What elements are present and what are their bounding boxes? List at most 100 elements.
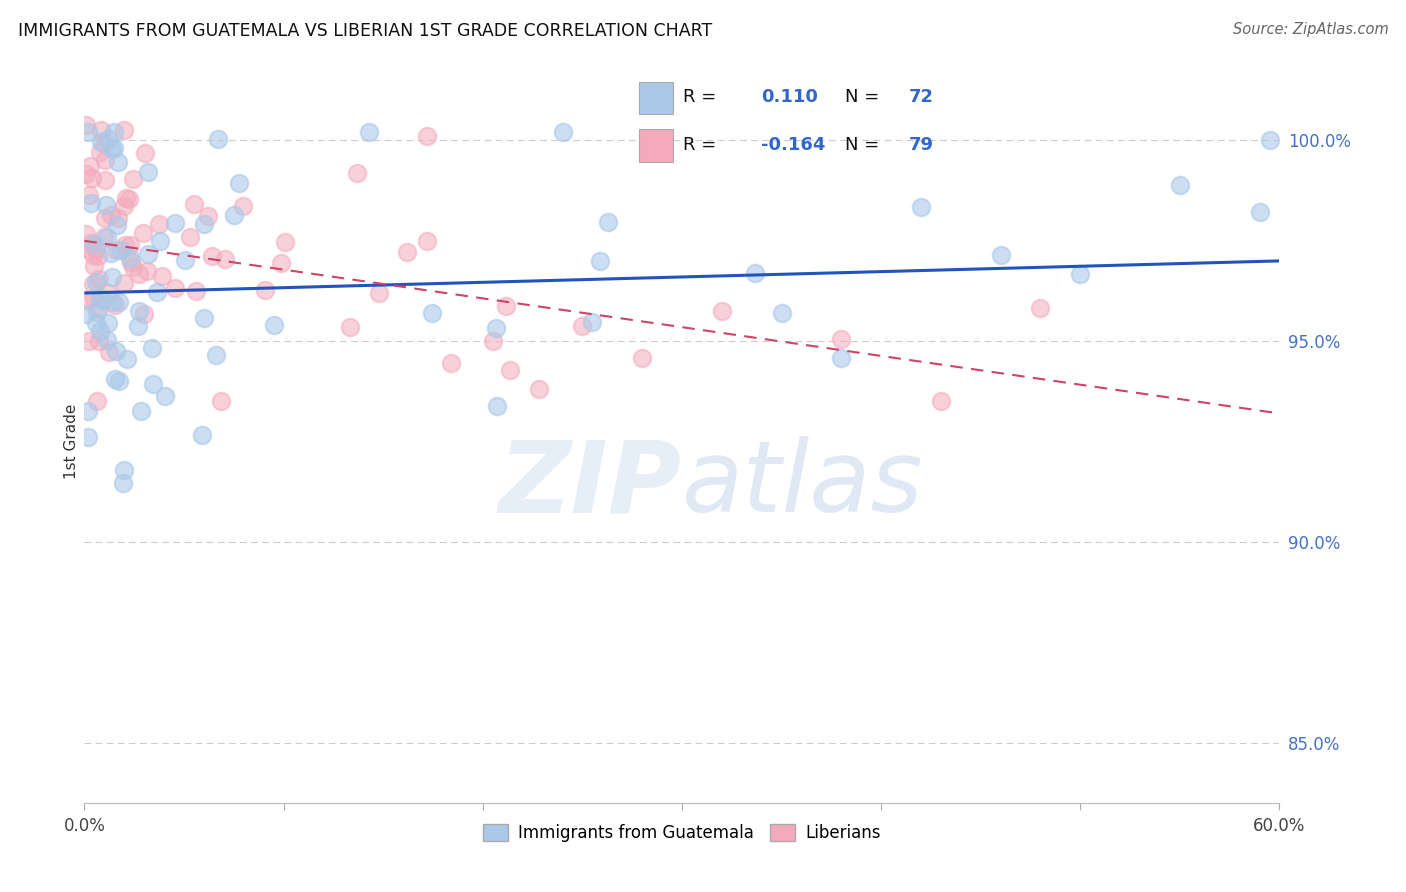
Text: 0.110: 0.110 bbox=[761, 88, 817, 106]
Point bbox=[76, 293, 98, 308]
Point bbox=[163, 281, 186, 295]
Point bbox=[90, 123, 112, 137]
Point bbox=[193, 311, 215, 326]
Point bbox=[75, 227, 97, 242]
Point bbox=[77, 125, 100, 139]
Point bbox=[94, 173, 117, 187]
Point bbox=[134, 308, 156, 322]
Text: R =: R = bbox=[683, 136, 716, 154]
Point bbox=[96, 230, 118, 244]
Point bbox=[112, 463, 135, 477]
Text: N =: N = bbox=[845, 88, 879, 106]
Point bbox=[120, 237, 142, 252]
Point bbox=[527, 382, 550, 396]
Point bbox=[100, 246, 122, 260]
Point bbox=[87, 249, 110, 263]
Point bbox=[76, 242, 98, 256]
Point bbox=[100, 207, 122, 221]
Point bbox=[499, 363, 522, 377]
Point bbox=[94, 198, 117, 212]
Point bbox=[830, 332, 852, 346]
Point bbox=[128, 267, 150, 281]
Point bbox=[204, 347, 226, 361]
Point bbox=[96, 333, 118, 347]
Point bbox=[83, 259, 105, 273]
Point bbox=[1258, 133, 1281, 147]
Point bbox=[91, 293, 114, 307]
Point bbox=[84, 242, 107, 256]
Point bbox=[112, 276, 135, 290]
Point bbox=[138, 164, 160, 178]
Point bbox=[86, 394, 108, 409]
Point bbox=[416, 128, 439, 143]
Point bbox=[485, 321, 508, 335]
Point bbox=[149, 234, 172, 248]
Point bbox=[89, 291, 111, 305]
Point bbox=[148, 217, 170, 231]
Point bbox=[207, 131, 229, 145]
Point bbox=[83, 291, 105, 305]
Point bbox=[589, 253, 612, 268]
Point bbox=[416, 234, 439, 248]
Point bbox=[179, 229, 201, 244]
Point bbox=[120, 252, 142, 266]
Point bbox=[134, 146, 156, 161]
Point bbox=[89, 301, 111, 315]
Point bbox=[186, 284, 208, 298]
Point bbox=[80, 196, 103, 211]
Bar bbox=[640, 81, 673, 114]
Point bbox=[367, 286, 389, 301]
Legend: Immigrants from Guatemala, Liberians: Immigrants from Guatemala, Liberians bbox=[477, 817, 887, 848]
Point bbox=[228, 176, 250, 190]
Point bbox=[100, 142, 122, 156]
Y-axis label: 1st Grade: 1st Grade bbox=[63, 404, 79, 479]
Point bbox=[118, 192, 141, 206]
Point bbox=[103, 141, 125, 155]
Point bbox=[481, 334, 503, 348]
Point bbox=[209, 394, 232, 409]
Point bbox=[104, 344, 127, 359]
Point bbox=[80, 171, 103, 186]
Point bbox=[108, 375, 131, 389]
Point bbox=[114, 191, 136, 205]
Point bbox=[214, 252, 236, 266]
Point bbox=[75, 307, 97, 321]
Point bbox=[104, 372, 127, 386]
Point bbox=[183, 196, 205, 211]
Point bbox=[929, 394, 952, 409]
Point bbox=[101, 269, 124, 284]
Point bbox=[197, 209, 219, 223]
Point bbox=[136, 264, 159, 278]
Point bbox=[1168, 178, 1191, 193]
Point bbox=[129, 404, 152, 418]
Point bbox=[80, 235, 103, 250]
Point bbox=[142, 376, 165, 391]
Point bbox=[1249, 205, 1271, 219]
Point bbox=[84, 316, 107, 330]
Point bbox=[79, 334, 101, 348]
Point bbox=[82, 277, 104, 292]
Point bbox=[86, 305, 108, 319]
Point bbox=[93, 153, 115, 168]
Text: 79: 79 bbox=[910, 136, 934, 154]
Point bbox=[274, 235, 297, 249]
Point bbox=[115, 352, 138, 367]
Point bbox=[191, 427, 214, 442]
Point bbox=[346, 165, 368, 179]
Text: ZIP: ZIP bbox=[499, 436, 682, 533]
Point bbox=[105, 244, 128, 258]
Point bbox=[94, 211, 117, 226]
Point bbox=[108, 295, 131, 310]
Point bbox=[136, 246, 159, 260]
Point bbox=[710, 303, 733, 318]
Point bbox=[96, 132, 118, 146]
Point bbox=[112, 199, 135, 213]
Point bbox=[83, 236, 105, 251]
Text: Source: ZipAtlas.com: Source: ZipAtlas.com bbox=[1233, 22, 1389, 37]
Point bbox=[254, 283, 277, 297]
Point bbox=[105, 218, 128, 232]
Point bbox=[132, 227, 155, 241]
Point bbox=[631, 351, 654, 365]
Point bbox=[551, 125, 574, 139]
Point bbox=[201, 249, 224, 263]
